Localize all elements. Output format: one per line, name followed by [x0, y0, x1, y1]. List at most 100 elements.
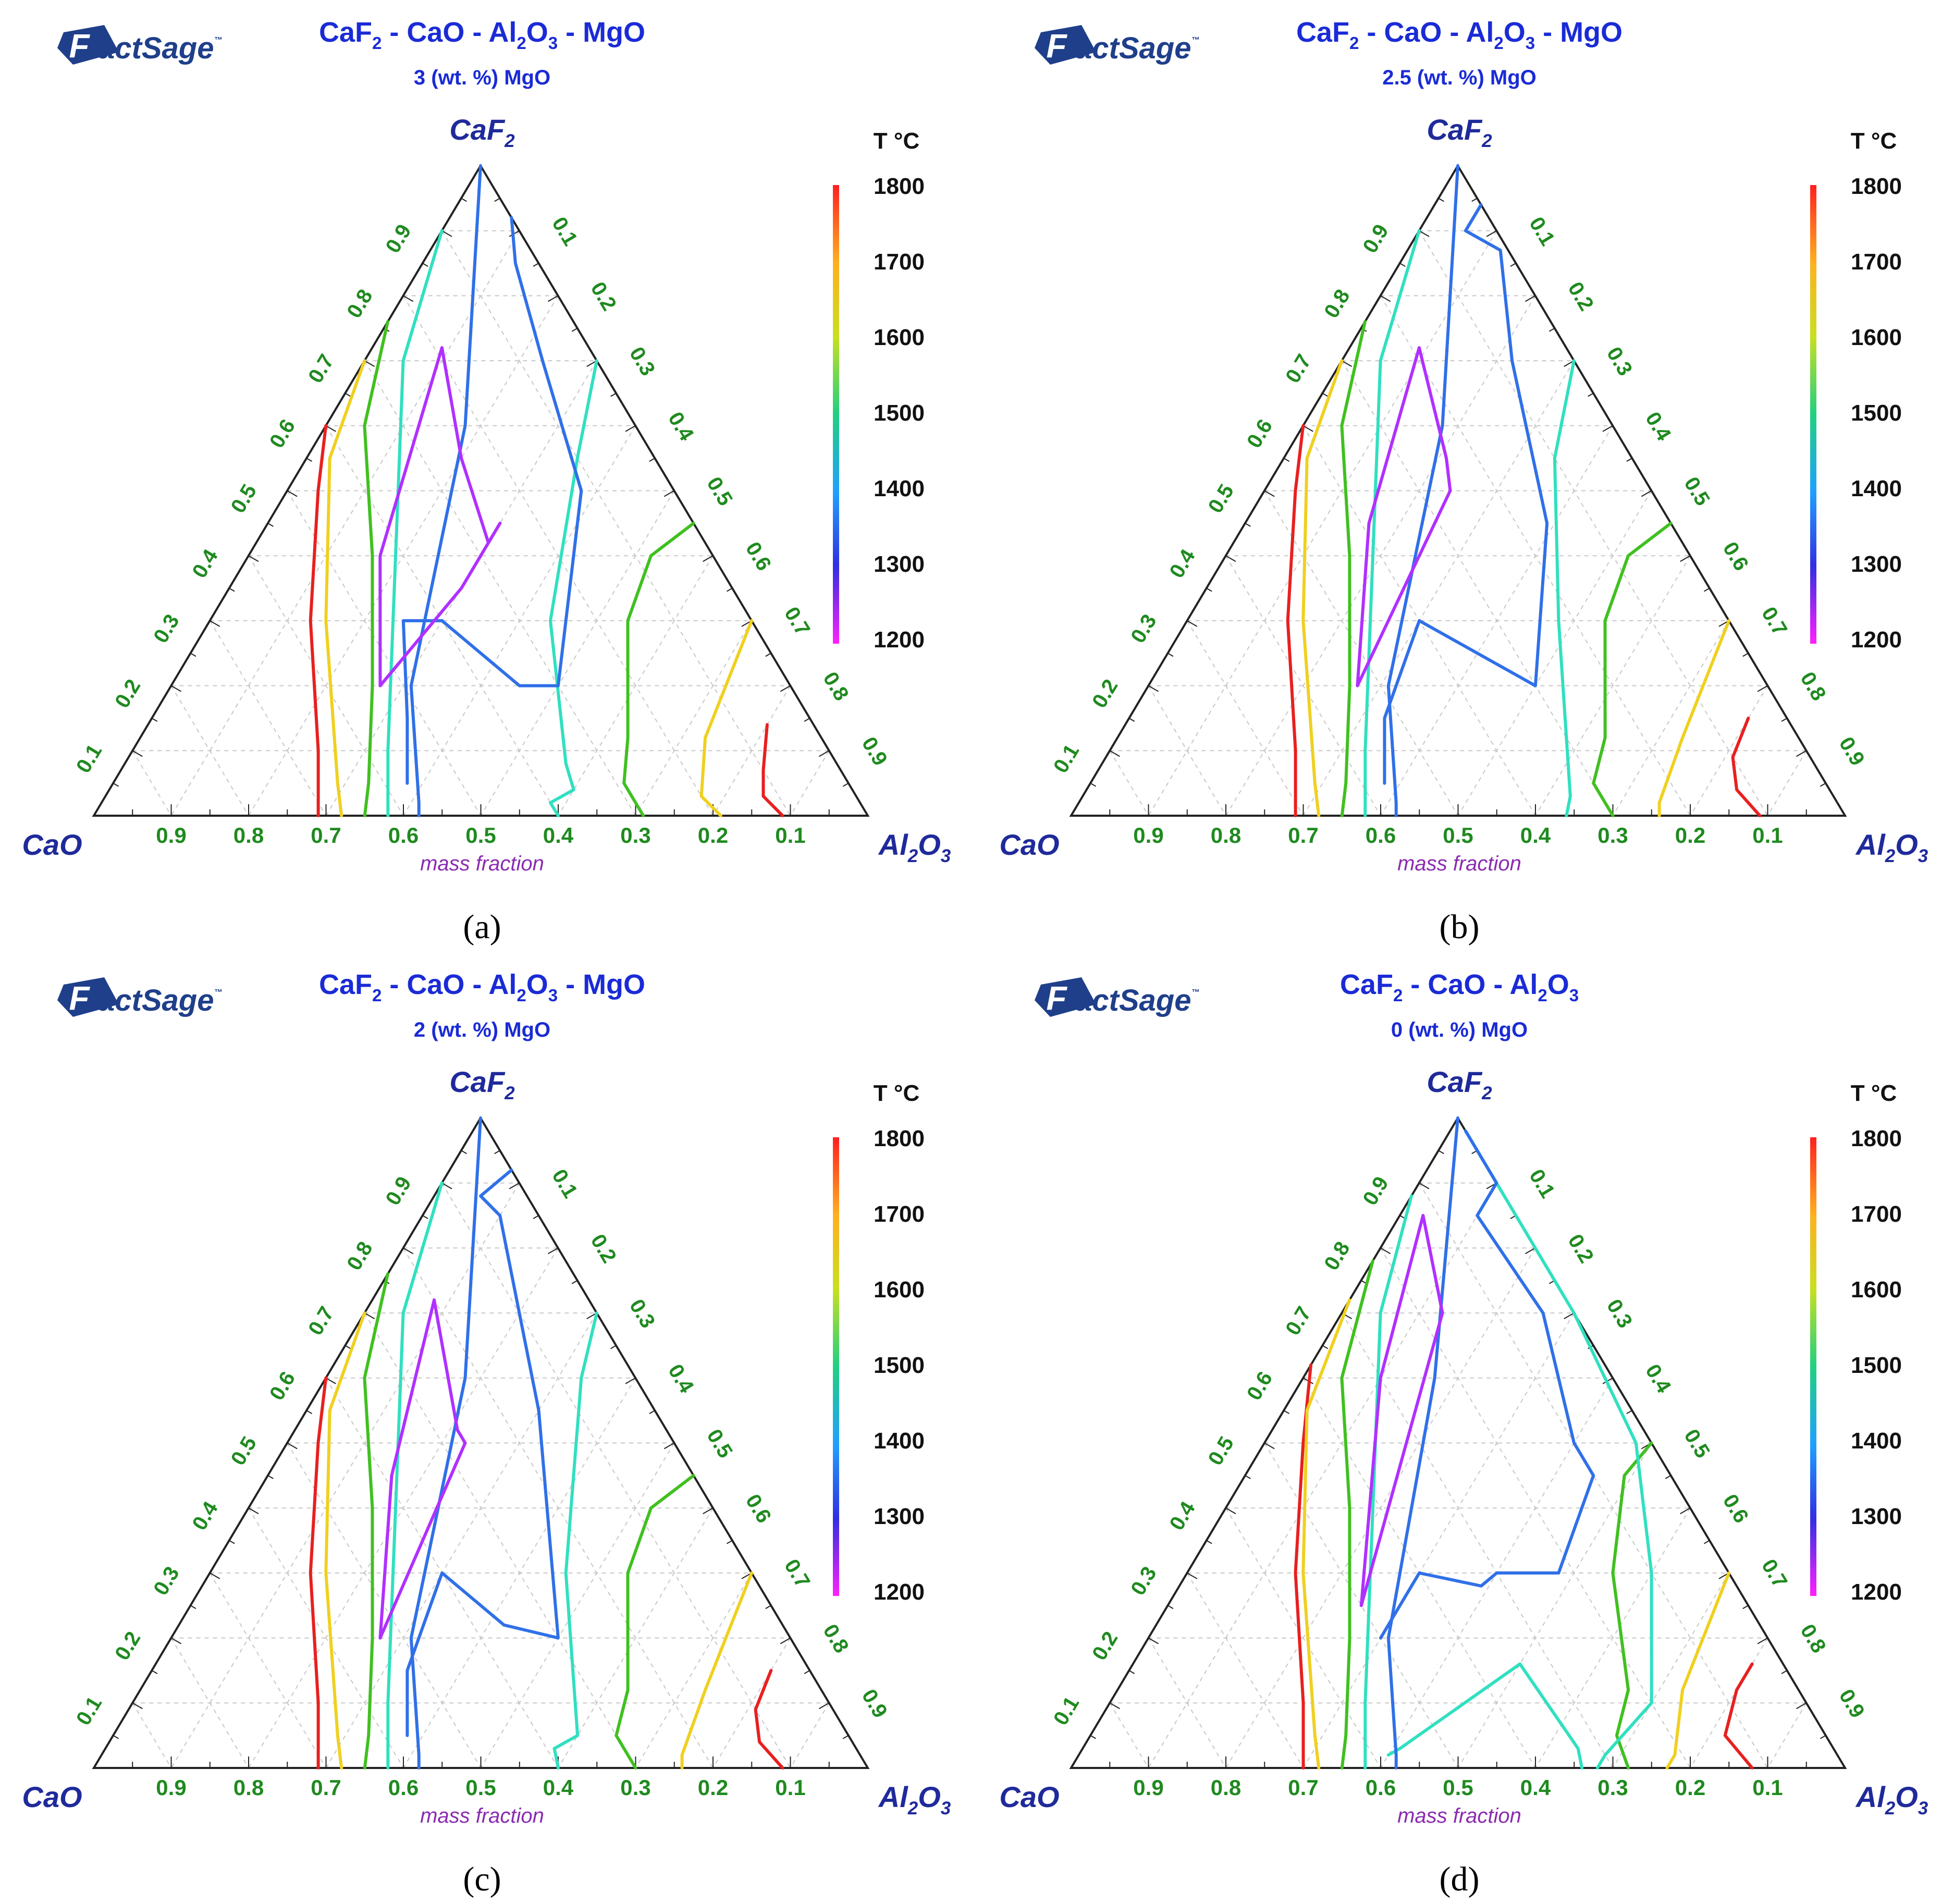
isotherm-1200: [378, 346, 444, 687]
bottom-tick-label: 0.1: [1752, 823, 1783, 847]
right-tick-label: 0.4: [663, 408, 698, 445]
left-tick-label: 0.6: [1243, 1368, 1277, 1404]
colorbar: [833, 1137, 839, 1596]
colorbar-tick-label: 1700: [874, 249, 925, 275]
colorbar-tick-label: 1200: [1851, 627, 1902, 653]
right-tick-label: 0.6: [1718, 1490, 1753, 1527]
right-tick-label: 0.6: [741, 538, 776, 574]
left-tick-label: 0.6: [265, 1368, 300, 1404]
isotherm-1600: [363, 1272, 389, 1770]
bottom-tick-label: 0.8: [1211, 823, 1241, 847]
colorbar-tick-label: 1800: [1851, 1126, 1902, 1151]
left-tick-label: 0.6: [265, 415, 300, 452]
colorbar-tick-label: 1800: [874, 1126, 925, 1151]
isotherm-1400: [1386, 1662, 1584, 1770]
isotherms: [309, 164, 784, 817]
left-tick-label: 0.8: [1320, 286, 1354, 322]
bottom-tick-label: 0.4: [543, 823, 574, 847]
colorbar-tick-label: 1400: [1851, 1428, 1902, 1454]
bottom-tick-label: 0.2: [698, 823, 728, 847]
left-tick-label: 0.2: [110, 1628, 145, 1664]
isotherm-1200: [1356, 346, 1452, 687]
isotherm-1400: [1363, 1194, 1413, 1770]
colorbar-tick-label: 1400: [874, 476, 925, 501]
left-tick-label: 0.7: [1281, 1303, 1316, 1339]
bottom-tick-label: 0.7: [1288, 823, 1318, 847]
colorbar-tick-label: 1800: [1851, 174, 1902, 199]
isotherm-1300: [409, 164, 482, 817]
factsage-logo-f: F: [69, 27, 90, 65]
isotherm-1300: [1386, 1116, 1459, 1770]
right-tick-label: 0.5: [702, 473, 736, 510]
isotherm-1700: [699, 619, 754, 817]
colorbar-tick-label: 1600: [1851, 1277, 1902, 1303]
edge-ticks: [113, 198, 849, 816]
bottom-tick-label: 0.6: [1366, 823, 1396, 847]
left-tick-label: 0.8: [342, 286, 377, 322]
colorbar-tick-label: 1600: [1851, 325, 1902, 350]
bottom-tick-label: 0.8: [234, 823, 264, 847]
right-tick-label: 0.3: [1602, 343, 1637, 379]
isotherm-1300: [401, 216, 583, 785]
panel-label: (b): [1440, 908, 1480, 946]
ternary-grid: [132, 230, 830, 816]
vertex-label-al2o3: Al2O3: [878, 1780, 951, 1819]
isotherm-1500: [615, 1473, 695, 1770]
vertex-label-cao: CaO: [999, 828, 1059, 861]
factsage-logo-f: F: [1046, 27, 1067, 65]
left-tick-label: 0.5: [1204, 481, 1238, 517]
left-tick-label: 0.7: [1281, 350, 1316, 387]
isotherm-1700: [1665, 1571, 1731, 1770]
chart-title: CaF2 - CaO - Al2O3 - MgO: [319, 17, 645, 53]
colorbar-tick-label: 1300: [874, 551, 925, 577]
isotherm-1800: [1286, 424, 1305, 817]
factsage-logo-badge: [57, 977, 119, 1017]
left-tick-label: 0.9: [381, 1173, 415, 1209]
right-tick-label: 0.5: [702, 1426, 736, 1462]
right-tick-label: 0.8: [818, 1620, 853, 1657]
colorbar-tick-label: 1300: [1851, 551, 1902, 577]
left-tick-label: 0.9: [1358, 1173, 1393, 1209]
ternary-grid: [1109, 1182, 1807, 1768]
bottom-tick-label: 0.7: [1288, 1775, 1318, 1800]
right-tick-label: 0.3: [625, 343, 659, 379]
vertex-label-cao: CaO: [999, 1780, 1059, 1813]
vertex-label-cao: CaO: [22, 1780, 82, 1813]
colorbar-tick-label: 1200: [874, 627, 925, 653]
bottom-tick-label: 0.8: [234, 1775, 264, 1800]
left-tick-label: 0.9: [381, 220, 415, 257]
left-tick-label: 0.1: [72, 1692, 106, 1729]
bottom-tick-label: 0.4: [543, 1775, 574, 1800]
colorbar-tick-label: 1600: [874, 325, 925, 350]
bottom-tick-label: 0.5: [465, 1775, 496, 1800]
ternary-grid: [1109, 230, 1807, 816]
right-tick-label: 0.8: [1796, 1620, 1830, 1657]
bottom-tick-label: 0.3: [1597, 823, 1628, 847]
isotherm-1400: [552, 1311, 598, 1770]
right-tick-label: 0.1: [547, 1165, 582, 1202]
left-tick-label: 0.1: [72, 740, 106, 777]
colorbar-tick-label: 1700: [1851, 1201, 1902, 1227]
left-tick-label: 0.7: [304, 1303, 338, 1339]
left-tick-label: 0.1: [1049, 1692, 1084, 1729]
colorbar-tick-label: 1800: [874, 174, 925, 199]
bottom-tick-label: 0.4: [1520, 823, 1551, 847]
colorbar-tick-label: 1500: [1851, 1353, 1902, 1378]
chart-subtitle: 0 (wt. %) MgO: [1391, 1018, 1528, 1041]
left-tick-label: 0.3: [1126, 610, 1161, 647]
panel-label: (d): [1440, 1860, 1480, 1898]
bottom-tick-label: 0.9: [156, 823, 186, 847]
left-tick-label: 0.4: [188, 1497, 223, 1534]
vertex-label-caf2: CaF2: [449, 1065, 515, 1103]
left-tick-label: 0.8: [342, 1238, 377, 1274]
isotherm-1300: [405, 1168, 560, 1737]
factsage-logo-text: actSage™: [1075, 984, 1199, 1017]
colorbar-tick-label: 1700: [874, 1201, 925, 1227]
bottom-tick-label: 0.9: [1133, 823, 1163, 847]
isotherm-1500: [622, 521, 695, 817]
isotherm-1600: [1340, 1259, 1374, 1770]
